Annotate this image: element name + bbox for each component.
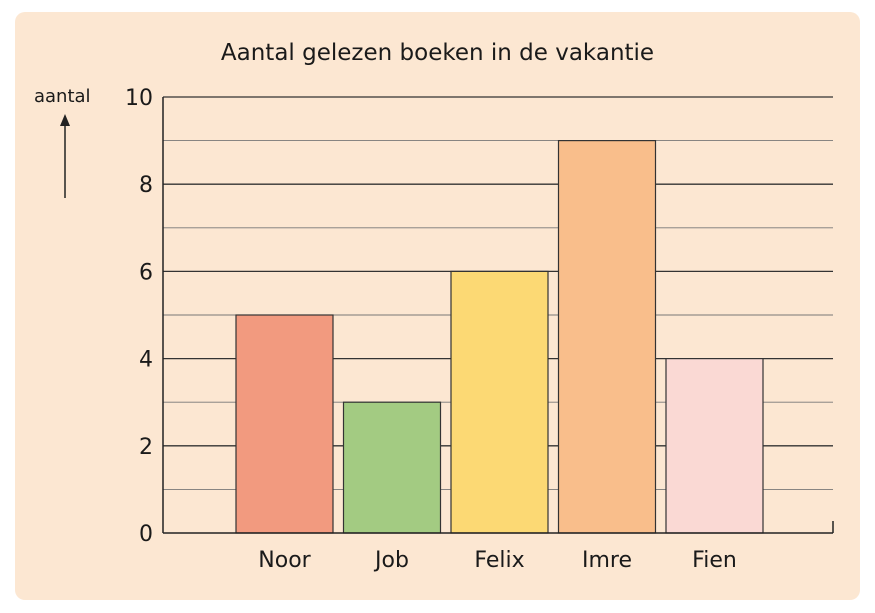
bar-imre	[557, 140, 657, 534]
bar-felix	[450, 270, 549, 534]
y-tick-label: 4	[139, 348, 153, 373]
x-tick-label: Job	[373, 548, 409, 573]
bar-job	[342, 401, 442, 534]
y-tick-label: 10	[125, 86, 153, 111]
y-tick-labels: 0 2 4 6 8 10	[125, 86, 153, 547]
y-tick-label: 8	[139, 173, 153, 198]
y-tick-label: 2	[139, 435, 153, 460]
bar-fien	[665, 358, 764, 534]
x-tick-labels: Noor Job Felix Imre Fien	[258, 548, 737, 573]
y-axis-label: aantal	[34, 86, 91, 107]
y-axis-arrow	[60, 114, 70, 198]
x-tick-label: Imre	[582, 548, 632, 573]
y-tick-label: 0	[139, 522, 153, 547]
y-tick-label: 6	[139, 260, 153, 285]
x-tick-label: Noor	[258, 548, 311, 573]
x-tick-label: Fien	[692, 548, 737, 573]
bars	[235, 140, 764, 534]
bar-noor	[235, 314, 334, 534]
chart-title: Aantal gelezen boeken in de vakantie	[220, 40, 655, 66]
x-tick-label: Felix	[474, 548, 524, 573]
axes	[162, 97, 834, 534]
arrow-head	[60, 114, 70, 126]
